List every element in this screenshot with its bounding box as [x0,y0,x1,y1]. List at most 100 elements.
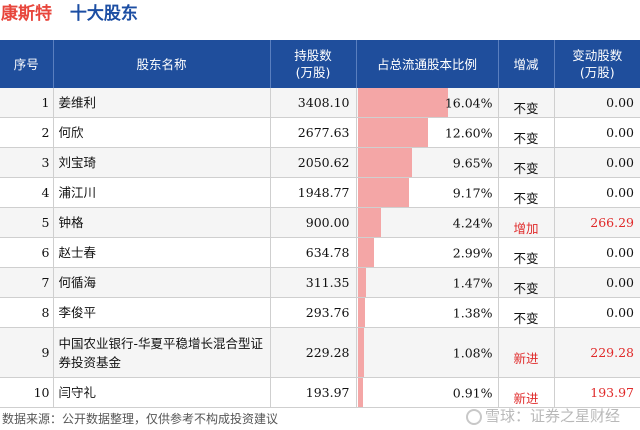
ratio-cell: 16.04% [356,88,499,118]
ratio-cell: 4.24% [356,207,499,238]
table-row: 9 中国农业银行-华夏平稳增长混合型证券投资基金 229.28 1.08% 新进 229.… [0,327,640,378]
change-status-label: 不变 [513,311,539,326]
change-shares: 229.28 [554,327,640,378]
change-shares: 0.00 [554,117,640,148]
ratio-bar [357,268,366,297]
col-header-delta: 变动股数 (万股) [554,40,640,88]
row-index: 9 [0,327,54,378]
change-shares: 0.00 [554,297,640,328]
shareholder-table: 序号 股东名称 持股数 (万股) 占总流通股本比例 增减 变动股数 (万股) 1 姜维… [0,40,640,408]
table-row: 3 刘宝琦 2050.62 9.65% 不变 0.00 [0,147,640,178]
shares-held: 900.00 [270,207,357,238]
change-status-label: 不变 [513,191,539,206]
change-shares: 0.00 [554,177,640,208]
change-shares: 0.00 [554,88,640,118]
change-shares: 0.00 [554,237,640,268]
shares-held: 3408.10 [270,88,357,118]
change-status-label: 增加 [513,221,539,236]
ratio-value: 0.91% [452,385,493,400]
shareholder-name: 闫守礼 [53,377,271,408]
table-row: 2 何欣 2677.63 12.60% 不变 0.00 [0,117,640,148]
shareholder-name: 姜维利 [53,88,271,118]
row-index: 1 [0,88,54,118]
change-status: 不变 [498,117,555,148]
company-name: 康斯特 [1,4,52,24]
ratio-bar [357,178,409,207]
table-row: 10 闫守礼 193.97 0.91% 新进 193.97 [0,377,640,408]
ratio-cell: 1.38% [356,297,499,328]
change-status-label: 不变 [513,131,539,146]
shares-held: 293.76 [270,297,357,328]
table-subtitle: 十大股东 [69,4,138,24]
change-shares: 193.97 [554,377,640,408]
col-header-change: 增减 [498,40,555,88]
shares-held: 2050.62 [270,147,357,178]
ratio-bar [357,298,366,327]
change-status-label: 不变 [513,251,539,266]
brand-mark: 雪球：证券之星财经 [465,405,620,426]
row-index: 8 [0,297,54,328]
table-row: 1 姜维利 3408.10 16.04% 不变 0.00 [0,88,640,118]
col-header-shares-label: 持股数 (万股) [294,48,332,80]
table-row: 5 钟格 900.00 4.24% 增加 266.29 [0,207,640,238]
col-header-shares: 持股数 (万股) [270,40,357,88]
change-shares: 0.00 [554,147,640,178]
shareholder-name: 刘宝琦 [53,147,271,178]
col-header-change-label: 增减 [513,56,539,72]
ratio-bar [357,208,382,237]
ratio-bar [357,238,375,267]
col-header-index: 序号 [0,40,54,88]
change-shares: 0.00 [554,267,640,298]
row-index: 3 [0,147,54,178]
change-status: 不变 [498,147,555,178]
shares-held: 193.97 [270,377,357,408]
shareholder-name: 李俊平 [53,297,271,328]
ratio-value: 16.04% [444,95,493,110]
ratio-cell: 1.47% [356,267,499,298]
change-status: 不变 [498,177,555,208]
shares-held: 1948.77 [270,177,357,208]
ratio-value: 2.99% [452,245,493,260]
ratio-value: 1.47% [452,275,493,290]
shareholder-name: 中国农业银行-华夏平稳增长混合型证券投资基金 [53,327,271,378]
shares-held: 311.35 [270,267,357,298]
change-status: 不变 [498,267,555,298]
shares-held: 2677.63 [270,117,357,148]
ratio-value: 12.60% [444,125,493,140]
data-source-note: 数据来源：公开数据整理，仅供参考不构成投资建议 [2,412,279,426]
shares-held: 229.28 [270,327,357,378]
change-shares: 266.29 [554,207,640,238]
table-header-row: 序号 股东名称 持股数 (万股) 占总流通股本比例 增减 变动股数 (万股) [0,40,640,88]
ratio-value: 9.65% [452,155,493,170]
row-index: 7 [0,267,54,298]
table-row: 6 赵士春 634.78 2.99% 不变 0.00 [0,237,640,268]
ratio-cell: 1.08% [356,327,499,378]
ratio-value: 4.24% [452,215,493,230]
ratio-bar [357,378,363,407]
table-row: 8 李俊平 293.76 1.38% 不变 0.00 [0,297,640,328]
col-header-ratio: 占总流通股本比例 [356,40,499,88]
ratio-bar [357,148,412,177]
change-status: 不变 [498,88,555,118]
shareholder-name: 钟格 [53,207,271,238]
shareholder-name: 浦江川 [53,177,271,208]
change-status-label: 不变 [513,281,539,296]
ratio-value: 1.08% [452,345,493,360]
ratio-bar [357,118,429,147]
col-header-index-label: 序号 [13,56,39,72]
ratio-value: 9.17% [452,185,493,200]
col-header-ratio-label: 占总流通股本比例 [376,56,477,72]
shares-held: 634.78 [270,237,357,268]
change-status: 增加 [498,207,555,238]
ratio-bar [357,88,448,117]
table-row: 4 浦江川 1948.77 9.17% 不变 0.00 [0,177,640,208]
row-index: 4 [0,177,54,208]
change-status: 新进 [498,377,555,408]
col-header-delta-label: 变动股数 (万股) [572,48,623,80]
col-header-name: 股东名称 [53,40,271,88]
change-status: 不变 [498,297,555,328]
shareholder-name: 何欣 [53,117,271,148]
row-index: 5 [0,207,54,238]
change-status-label: 不变 [513,161,539,176]
page-title: 康斯特 十大股东 [0,0,138,36]
